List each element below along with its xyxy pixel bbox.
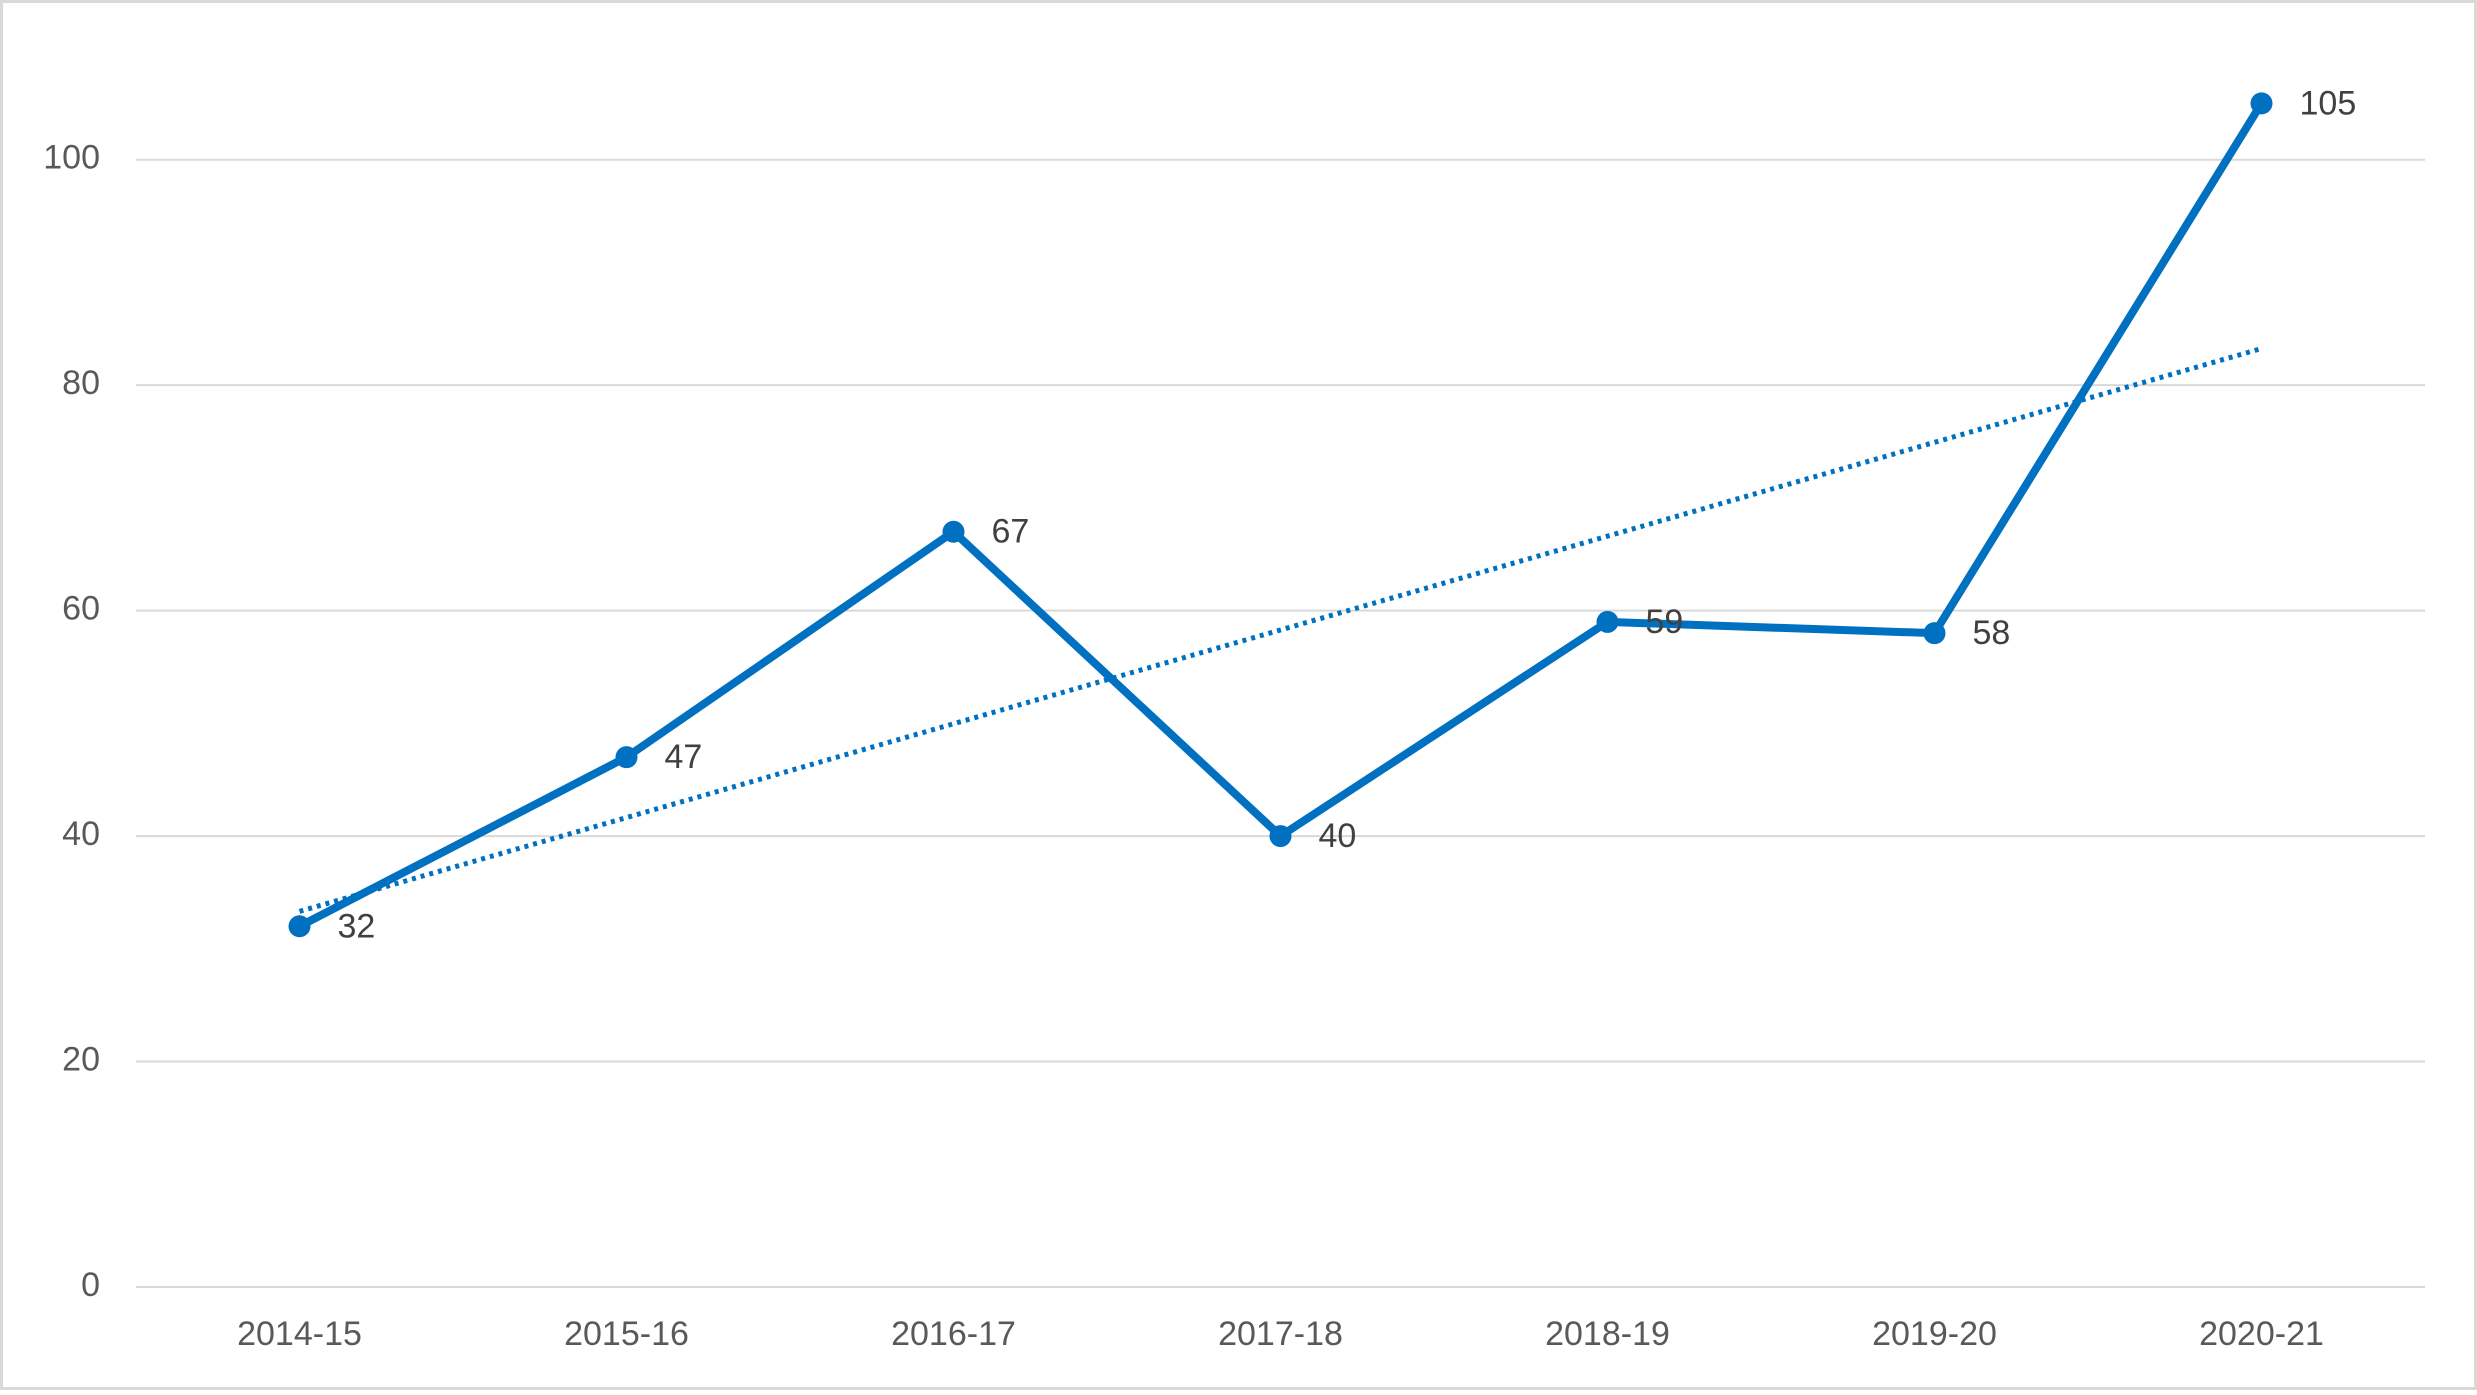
data-point [1923,622,1946,645]
data-label: 105 [2300,84,2357,122]
data-point [288,915,311,938]
data-point [615,746,638,769]
data-label: 58 [1973,614,2011,652]
y-tick-label: 0 [81,1266,100,1304]
x-tick-label: 2019-20 [1872,1315,1997,1353]
x-tick-label: 2020-21 [2199,1315,2324,1353]
data-point [942,520,965,543]
x-tick-label: 2014-15 [237,1315,362,1353]
x-tick-label: 2015-16 [564,1315,689,1353]
data-label: 67 [992,513,1030,551]
y-tick-label: 100 [43,139,100,177]
y-tick-label: 60 [62,590,100,628]
data-label: 59 [1646,603,1684,641]
trendline [298,346,2263,914]
x-tick-label: 2018-19 [1545,1315,1670,1353]
data-label: 32 [338,907,376,945]
x-tick-label: 2017-18 [1218,1315,1343,1353]
x-tick-label: 2016-17 [891,1315,1016,1353]
data-point [1596,610,1619,633]
y-tick-label: 40 [62,815,100,853]
data-label: 47 [665,738,703,776]
data-point [2250,92,2273,115]
y-tick-label: 80 [62,364,100,402]
data-label: 40 [1319,817,1357,855]
y-tick-label: 20 [62,1041,100,1079]
data-point [1269,825,1292,848]
